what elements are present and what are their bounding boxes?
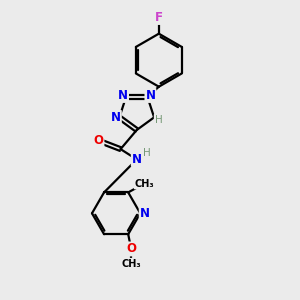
- Text: O: O: [126, 242, 136, 255]
- Text: N: N: [118, 89, 128, 102]
- Text: H: H: [143, 148, 151, 158]
- Text: N: N: [111, 111, 121, 124]
- Text: N: N: [146, 89, 155, 102]
- Text: N: N: [140, 207, 150, 220]
- Text: CH₃: CH₃: [135, 178, 154, 189]
- Text: N: N: [132, 153, 142, 166]
- Text: CH₃: CH₃: [121, 259, 141, 269]
- Text: H: H: [155, 115, 162, 125]
- Text: F: F: [155, 11, 163, 24]
- Text: O: O: [94, 134, 103, 147]
